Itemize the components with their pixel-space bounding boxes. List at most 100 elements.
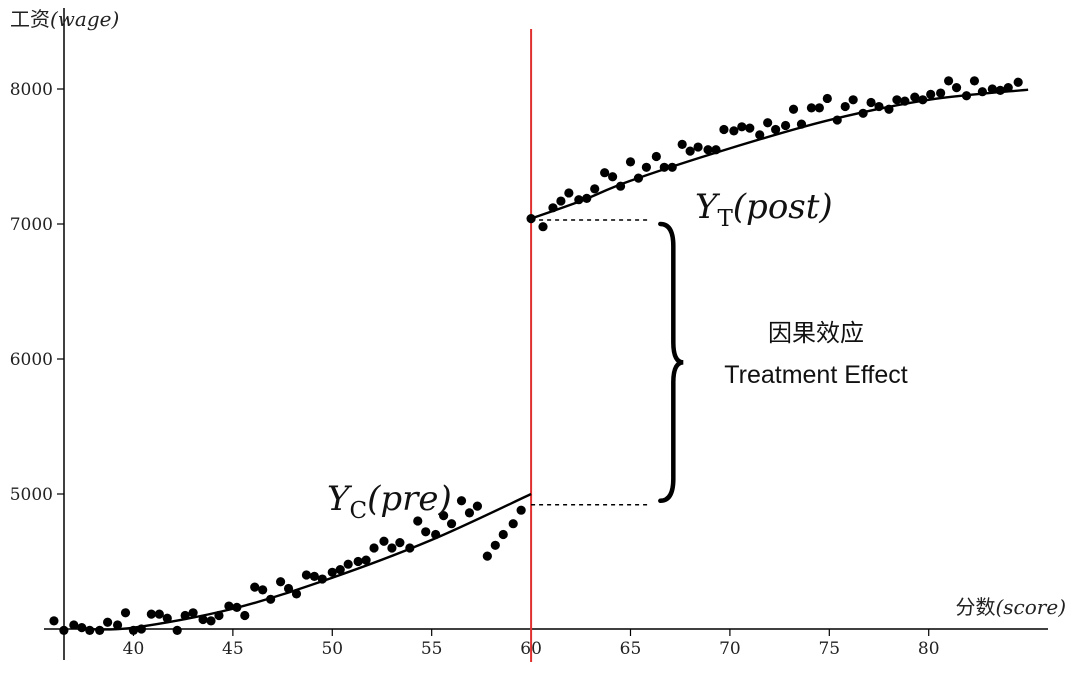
x-tick-label: 80 [918,639,940,659]
data-point-post [745,123,755,133]
data-point-pre [136,624,147,634]
data-point-pre [464,508,475,518]
yc-label-main: Y [327,479,353,519]
data-point-post [822,93,832,104]
data-point-post [866,97,876,108]
data-point-pre [214,610,224,621]
data-point-pre [77,623,87,633]
data-point-post [538,222,548,232]
data-point-post [900,96,910,106]
data-point-pre [379,536,389,546]
y-axis-label-prefix: 工资 [10,7,50,31]
y-tick-label: 6000 [10,350,53,370]
data-point-pre [498,529,508,540]
data-point-post [651,151,661,162]
data-point-post [840,101,850,112]
data-point-post [526,214,536,224]
axes [44,8,1048,660]
data-point-pre [103,617,113,627]
data-point-pre [180,610,190,621]
data-point-post [936,88,946,98]
data-point-pre [395,538,405,548]
data-points [49,76,1023,635]
x-tick-label: 45 [222,639,244,659]
data-point-post [1003,83,1013,93]
x-tick-label: 65 [620,639,642,659]
data-point-pre [309,571,319,581]
data-point-pre [387,543,397,553]
x-tick-label: 75 [818,639,840,659]
data-point-post [564,188,574,198]
yt-label-paren: (post) [733,187,833,227]
data-point-post [926,89,936,99]
data-point-pre [431,529,441,540]
yc-label-paren: (pre) [367,479,452,519]
data-point-post [918,95,928,105]
dashed-guides [531,219,651,506]
treatment-effect-cn: 因果效应 [768,319,864,347]
data-point-post [987,84,997,94]
data-point-pre [172,625,182,635]
data-point-pre [275,577,286,587]
data-point-pre [112,620,123,630]
data-point-post [590,184,600,194]
data-point-post [667,162,677,172]
yt-label-main: Y [695,187,721,227]
x-tick-label: 40 [123,639,145,659]
data-point-post [943,76,954,86]
data-point-pre [120,608,131,618]
data-point-post [814,103,824,113]
yt-label: YT(post) [695,187,833,232]
data-point-pre [69,620,79,630]
data-point-post [641,162,652,172]
data-point-post [951,83,962,93]
data-point-pre [317,574,327,584]
data-point-pre [446,519,457,529]
data-point-post [556,196,566,206]
data-point-post [711,145,721,155]
y-tick-label: 8000 [10,80,53,100]
data-point-pre [188,608,198,618]
data-point-pre [353,556,363,567]
data-point-post [600,168,610,178]
x-axis-label-prefix: 分数 [955,595,995,619]
data-point-pre [516,505,526,515]
data-point-post [703,145,713,155]
data-point-post [719,124,729,135]
data-point-pre [250,582,260,592]
data-point-post [780,120,791,131]
y-axis-label-var: (wage) [50,7,119,31]
data-point-pre [421,527,431,537]
data-point-pre [224,601,234,611]
data-point-pre [291,589,302,599]
data-point-pre [369,543,379,553]
data-point-pre [240,610,250,621]
data-point-post [858,108,868,118]
data-point-post [659,162,669,172]
data-point-pre [413,516,423,526]
y-tick-label: 7000 [10,215,53,235]
fit-curve-pre [83,492,532,631]
data-point-pre [283,583,294,594]
data-point-pre [154,609,164,619]
data-point-post [969,76,980,86]
data-point-pre [85,625,95,635]
data-point-post [884,104,894,114]
data-point-post [995,85,1005,95]
data-point-post [625,157,636,167]
y-axis-label: 工资(wage) [10,7,119,31]
data-point-pre [472,501,483,511]
data-point-post [755,130,765,140]
data-point-post [582,193,592,203]
data-point-pre [266,594,276,604]
data-point-pre [95,625,105,635]
data-point-post [608,172,618,182]
data-point-post [763,118,773,128]
data-point-post [961,91,972,101]
data-point-post [848,95,858,105]
data-point-pre [232,602,242,613]
data-point-pre [162,613,172,623]
data-point-post [910,92,920,102]
data-point-post [574,195,584,205]
data-point-post [788,104,799,114]
